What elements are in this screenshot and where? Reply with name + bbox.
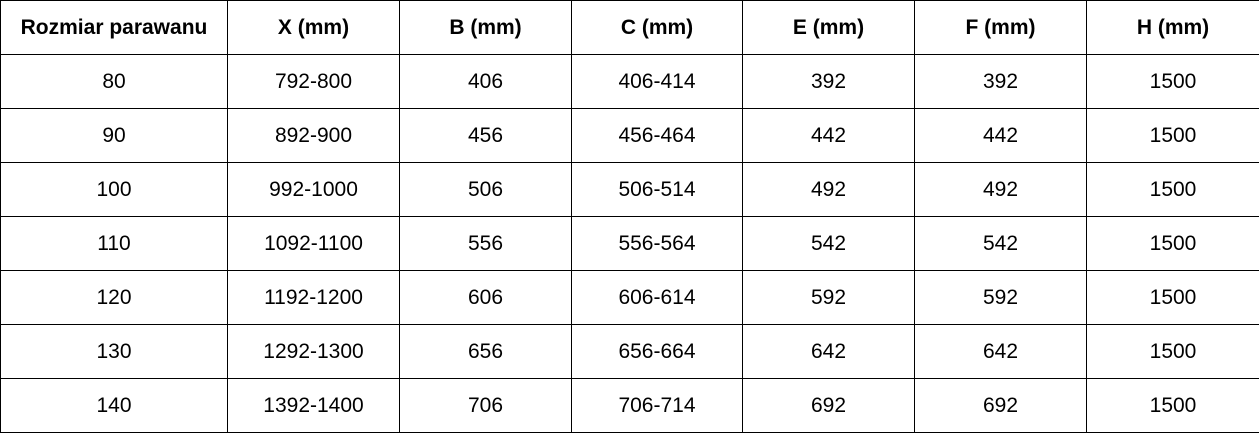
- table-cell: 492: [742, 162, 915, 217]
- table-cell: 692: [914, 378, 1087, 433]
- table-cell: 656-664: [571, 324, 743, 379]
- table-cell: 706: [399, 378, 572, 433]
- table-cell: 506-514: [571, 162, 743, 217]
- table-row: 120 1192-1200 606 606-614 592 592 1500: [0, 270, 1259, 325]
- table-cell: 542: [914, 216, 1087, 271]
- table-cell: 80: [0, 54, 228, 109]
- column-header: F (mm): [914, 0, 1087, 55]
- table-cell: 656: [399, 324, 572, 379]
- table-cell: 542: [742, 216, 915, 271]
- table-row: 90 892-900 456 456-464 442 442 1500: [0, 108, 1259, 163]
- column-header: H (mm): [1086, 0, 1259, 55]
- table-cell: 592: [914, 270, 1087, 325]
- table-cell: 706-714: [571, 378, 743, 433]
- table-cell: 406: [399, 54, 572, 109]
- table-cell: 556: [399, 216, 572, 271]
- table-cell: 1500: [1086, 162, 1259, 217]
- table-cell: 90: [0, 108, 228, 163]
- table-cell: 592: [742, 270, 915, 325]
- table-cell: 506: [399, 162, 572, 217]
- table-cell: 110: [0, 216, 228, 271]
- table-cell: 406-414: [571, 54, 743, 109]
- table-cell: 1092-1100: [227, 216, 400, 271]
- table-cell: 100: [0, 162, 228, 217]
- column-header: C (mm): [571, 0, 743, 55]
- column-header: X (mm): [227, 0, 400, 55]
- table-row: 130 1292-1300 656 656-664 642 642 1500: [0, 324, 1259, 379]
- table-cell: 692: [742, 378, 915, 433]
- table-row: 140 1392-1400 706 706-714 692 692 1500: [0, 378, 1259, 433]
- column-header: Rozmiar parawanu: [0, 0, 228, 55]
- table-cell: 1392-1400: [227, 378, 400, 433]
- table-cell: 1500: [1086, 270, 1259, 325]
- column-header: B (mm): [399, 0, 572, 55]
- table-cell: 556-564: [571, 216, 743, 271]
- table-cell: 606-614: [571, 270, 743, 325]
- table-row: 80 792-800 406 406-414 392 392 1500: [0, 54, 1259, 109]
- table-row: 110 1092-1100 556 556-564 542 542 1500: [0, 216, 1259, 271]
- table-cell: 792-800: [227, 54, 400, 109]
- table-cell: 1500: [1086, 324, 1259, 379]
- table-cell: 1292-1300: [227, 324, 400, 379]
- table-cell: 120: [0, 270, 228, 325]
- table-cell: 392: [914, 54, 1087, 109]
- table-row: 100 992-1000 506 506-514 492 492 1500: [0, 162, 1259, 217]
- table-cell: 456-464: [571, 108, 743, 163]
- table-cell: 1500: [1086, 54, 1259, 109]
- table-cell: 442: [914, 108, 1087, 163]
- table-cell: 442: [742, 108, 915, 163]
- table-cell: 1500: [1086, 108, 1259, 163]
- table-cell: 140: [0, 378, 228, 433]
- table-cell: 392: [742, 54, 915, 109]
- table-cell: 892-900: [227, 108, 400, 163]
- table-cell: 992-1000: [227, 162, 400, 217]
- table-cell: 1500: [1086, 216, 1259, 271]
- table-cell: 642: [742, 324, 915, 379]
- table-cell: 1500: [1086, 378, 1259, 433]
- table-cell: 1192-1200: [227, 270, 400, 325]
- table-cell: 606: [399, 270, 572, 325]
- table-cell: 642: [914, 324, 1087, 379]
- table-cell: 456: [399, 108, 572, 163]
- table-cell: 492: [914, 162, 1087, 217]
- table-cell: 130: [0, 324, 228, 379]
- header-row: Rozmiar parawanu X (mm) B (mm) C (mm) E (mm)…: [0, 0, 1259, 55]
- column-header: E (mm): [742, 0, 915, 55]
